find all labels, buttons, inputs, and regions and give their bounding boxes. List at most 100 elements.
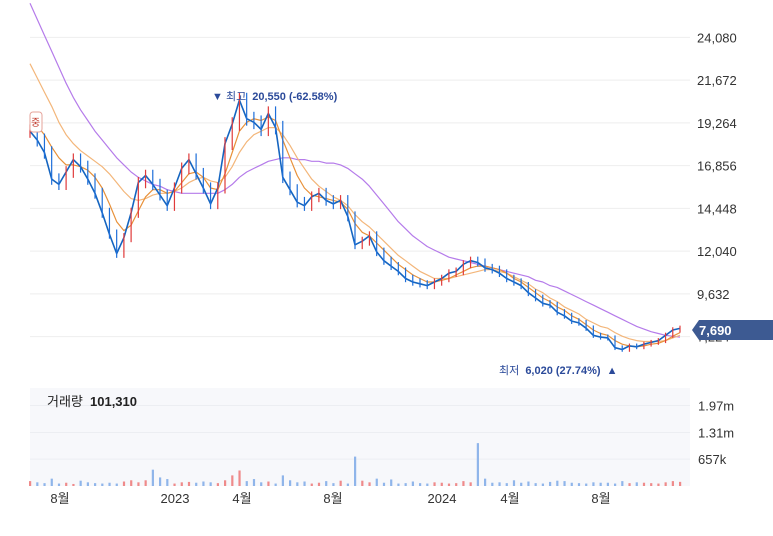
volume-bar (549, 481, 552, 486)
current-price-label: 7,690 (699, 323, 732, 338)
y-tick-label: 19,264 (697, 116, 737, 131)
x-tick-label: 4월 (500, 491, 519, 506)
volume-bar (520, 482, 523, 486)
high-annotation-prefix: ▼ 최고 (212, 90, 246, 103)
volume-bar (151, 469, 154, 486)
volume-bar (484, 478, 487, 486)
volume-bar (130, 480, 133, 486)
y-tick-label: 16,856 (697, 159, 737, 174)
volume-bar (498, 482, 501, 486)
volume-bar (512, 480, 516, 486)
volume-bar (137, 482, 140, 486)
side-tag-text: 중 (31, 117, 40, 129)
volume-bar (122, 481, 126, 486)
volume-bar (527, 481, 530, 486)
volume-bar (491, 482, 494, 486)
side-tag: 중 (29, 111, 43, 133)
volume-bar (614, 483, 617, 486)
volume-bar (570, 482, 573, 486)
volume-bar (469, 482, 472, 486)
current-price-tag: 7,690 (692, 320, 773, 340)
volume-bar (195, 482, 198, 486)
x-tick-label: 8월 (591, 491, 610, 506)
x-tick-label: 2024 (428, 491, 457, 506)
volume-bar (245, 481, 248, 486)
series-line-ma_long (29, 3, 681, 338)
x-tick-label: 8월 (323, 491, 342, 506)
volume-tick-label: 1.31m (698, 426, 734, 441)
volume-panel-bg (30, 388, 690, 486)
volume-tick-label: 657k (698, 452, 727, 467)
volume-bar (281, 475, 284, 486)
volume-bar (556, 480, 559, 486)
volume-grid (30, 388, 690, 486)
volume-bar (534, 483, 537, 486)
volume-bar (628, 483, 631, 486)
volume-bar (664, 482, 667, 486)
y-tick-label: 12,040 (697, 244, 737, 259)
volume-bar (267, 481, 270, 486)
volume-bar (310, 483, 313, 486)
volume-bar (354, 456, 357, 486)
price-series (29, 3, 681, 352)
price-axis: 24,080 21,672 19,264 16,856 14,448 12,040 9,63… (697, 30, 737, 344)
volume-bar (43, 483, 46, 486)
low-annotation-prefix: 최저 (499, 364, 519, 377)
volume-bar (180, 482, 183, 486)
volume-tick-label: 1.97m (698, 399, 734, 414)
volume-bar (462, 481, 465, 486)
volume-bar (404, 483, 407, 486)
volume-bar (455, 483, 458, 486)
volume-bar (577, 483, 581, 486)
volume-bar (166, 479, 169, 486)
volume-bar (397, 483, 400, 486)
low-annotation-arrow: ▲ (607, 365, 618, 377)
high-annotation: ▼ 최고 20,550 (-62.58%) (212, 90, 338, 103)
volume-bar (592, 482, 595, 486)
volume-bar (382, 482, 386, 486)
volume-value: 101,310 (90, 394, 137, 409)
high-annotation-value: 20,550 (-62.58%) (252, 91, 337, 103)
y-tick-label: 24,080 (697, 30, 737, 45)
volume-bar (173, 483, 176, 486)
volume-bar (36, 482, 39, 486)
volume-bar (101, 483, 104, 486)
volume-bar (541, 483, 544, 486)
volume-bar (65, 482, 68, 486)
volume-bar (657, 483, 660, 486)
volume-bar (419, 483, 422, 486)
low-annotation-value: 6,020 (27.74%) (525, 365, 601, 377)
volume-bar (621, 481, 624, 486)
volume-bar (679, 481, 682, 486)
volume-bar (650, 483, 653, 486)
volume-bar (252, 479, 256, 486)
volume-bar (94, 483, 97, 486)
volume-bar (505, 483, 508, 486)
volume-axis: 1.97m 1.31m 657k (698, 399, 734, 468)
volume-bar (361, 480, 364, 486)
volume-bar (635, 482, 638, 486)
volume-bar (72, 483, 75, 486)
volume-bar (375, 478, 378, 486)
y-tick-label: 14,448 (697, 201, 737, 216)
volume-bar (339, 480, 342, 486)
y-tick-label: 9,632 (697, 287, 730, 302)
volume-bar (606, 482, 609, 486)
volume-label: 거래량 (47, 394, 83, 409)
volume-bar (390, 479, 393, 486)
volume-bar (57, 483, 61, 486)
volume-bar (260, 482, 263, 486)
time-axis: 8월 2023 4월 8월 2024 4월 8월 (50, 491, 610, 506)
volume-bar (231, 475, 234, 486)
x-tick-label: 2023 (161, 491, 190, 506)
volume-bar (476, 443, 479, 486)
volume-bar (296, 482, 299, 486)
volume-bar (274, 483, 277, 486)
volume-bar (599, 482, 602, 486)
volume-bar (50, 478, 53, 486)
volume-bar (447, 483, 451, 486)
volume-bar (289, 480, 292, 486)
volume-bars (29, 443, 682, 486)
volume-bar (317, 482, 321, 486)
